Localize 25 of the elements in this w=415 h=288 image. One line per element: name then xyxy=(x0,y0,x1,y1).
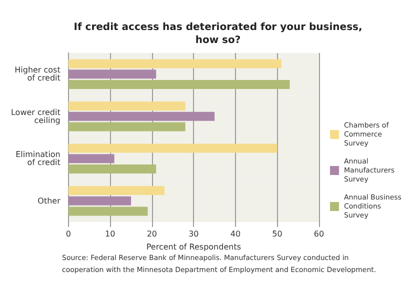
x-tick-label: 60 xyxy=(314,230,324,238)
bar xyxy=(68,186,164,196)
y-tick-label: Higher cost of credit xyxy=(14,66,60,83)
x-tick-label: 30 xyxy=(188,230,199,238)
x-tick-label: 0 xyxy=(66,230,71,238)
bar xyxy=(68,122,186,132)
bar xyxy=(68,80,290,89)
bar xyxy=(68,70,156,79)
bar xyxy=(68,59,282,68)
x-tick-label: 20 xyxy=(146,230,158,238)
y-tick-label: Elimination of credit xyxy=(16,150,60,168)
bar xyxy=(68,144,278,153)
bar xyxy=(68,206,148,216)
bar xyxy=(68,102,186,111)
chart-title: If credit access has deteriorated for your business, how so? xyxy=(74,22,362,46)
bar xyxy=(68,112,215,121)
x-tick-label: 50 xyxy=(272,230,282,238)
y-tick-label: Other xyxy=(38,196,62,206)
bar xyxy=(68,164,156,174)
bar xyxy=(68,196,132,206)
x-axis-title: Percent of Respondents xyxy=(146,242,241,252)
x-tick-label: 10 xyxy=(105,230,116,238)
y-tick-label: Lower credit ceiling xyxy=(10,108,60,125)
bar xyxy=(68,154,114,164)
x-tick-label: 40 xyxy=(230,230,241,238)
